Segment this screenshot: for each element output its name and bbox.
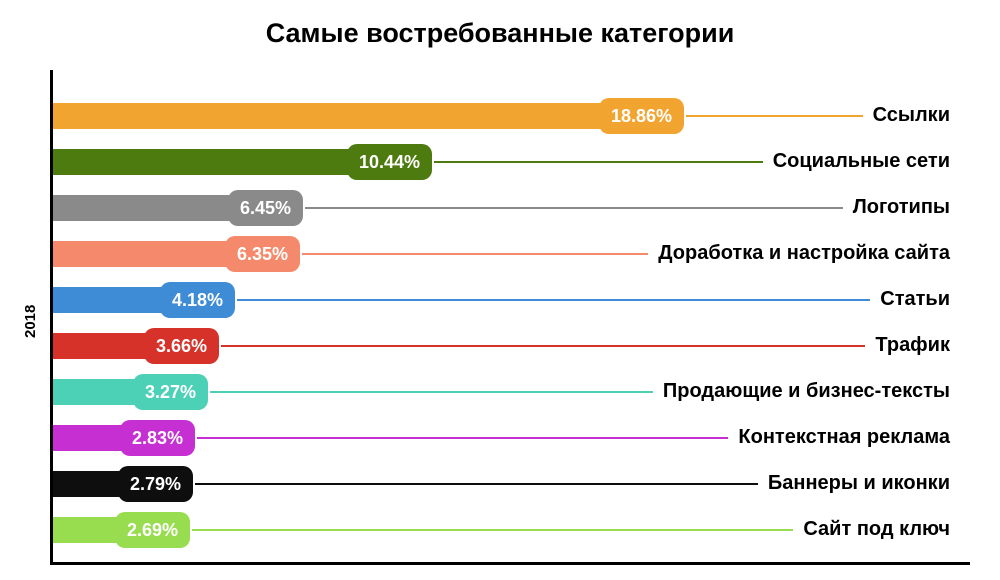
value-badge: 2.83% [120,420,195,456]
category-label: Ссылки [873,104,950,127]
category-label: Контекстная реклама [738,426,950,449]
bar-row: 6.35% Доработка и настройка сайта [53,236,950,272]
bar [53,195,246,221]
category-label: Логотипы [853,196,950,219]
leader-line [305,207,843,209]
bar-row: 10.44% Социальные сети [53,144,950,180]
category-label: Баннеры и иконки [768,472,950,495]
leader-line [195,483,758,485]
leader-line [302,253,648,255]
value-badge: 10.44% [347,144,432,180]
category-label: Статьи [880,288,950,311]
value-badge: 3.66% [144,328,219,364]
bar [53,149,365,175]
chart-container: { "chart": { "type": "bar-horizontal", "… [0,0,1000,580]
leader-line [434,161,763,163]
value-badge: 3.27% [133,374,208,410]
y-axis-label: 2018 [22,304,39,337]
value-badge: 6.35% [225,236,300,272]
category-label: Трафик [875,334,950,357]
leader-line [210,391,653,393]
bar-row: 3.27% Продающие и бизнес-тексты [53,374,950,410]
bar-row: 6.45% Логотипы [53,190,950,226]
value-badge: 4.18% [160,282,235,318]
category-label: Сайт под ключ [803,518,950,541]
bar-row: 2.69% Сайт под ключ [53,512,950,548]
category-label: Социальные сети [773,150,950,173]
bar [53,103,617,129]
leader-line [221,345,865,347]
value-badge: 6.45% [228,190,303,226]
leader-line [237,299,870,301]
bar [53,241,243,267]
leader-line [192,529,793,531]
chart-title: Самые востребованные категории [0,18,1000,49]
leader-line [197,437,728,439]
value-badge: 2.79% [118,466,193,502]
leader-line [686,115,863,117]
bar-row: 2.79% Баннеры и иконки [53,466,950,502]
bar-row: 2.83% Контекстная реклама [53,420,950,456]
bar-row: 4.18% Статьи [53,282,950,318]
value-badge: 18.86% [599,98,684,134]
category-label: Продающие и бизнес-тексты [663,380,950,403]
bar-row: 18.86% Ссылки [53,98,950,134]
value-badge: 2.69% [115,512,190,548]
category-label: Доработка и настройка сайта [658,242,950,265]
x-axis-line [50,562,970,565]
bar-row: 3.66% Трафик [53,328,950,364]
